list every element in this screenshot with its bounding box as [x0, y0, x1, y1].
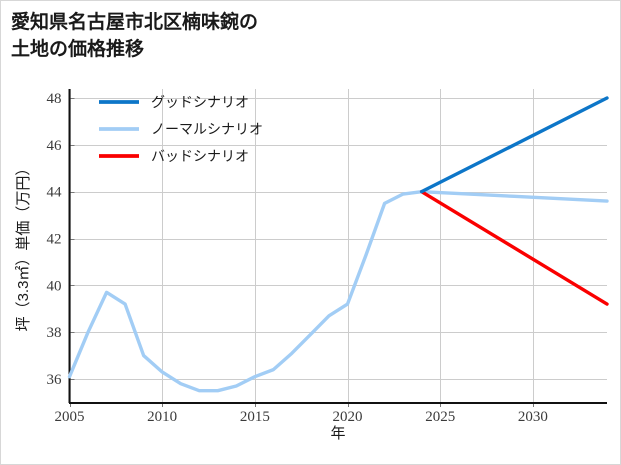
y-tick-label: 48: [47, 91, 62, 107]
x-axis-title: 年: [330, 425, 345, 442]
x-tick-label: 2005: [55, 409, 85, 425]
y-axis-title: 坪（3.3㎡）単価（万円）: [15, 161, 32, 332]
data-series: [67, 96, 609, 393]
y-tick-label: 44: [47, 185, 63, 201]
y-tick-label: 40: [47, 278, 62, 294]
x-tick-label: 2025: [425, 409, 455, 425]
x-tick-label: 2015: [240, 409, 270, 425]
y-tick-label: 46: [47, 138, 63, 154]
x-tick-label: 2030: [518, 409, 548, 425]
legend-label: グッドシナリオ: [151, 94, 249, 110]
y-tick-label: 36: [47, 372, 63, 388]
x-tick-label: 2010: [147, 409, 177, 425]
page-title: 愛知県名古屋市北区楠味鋺の 土地の価格推移: [11, 12, 259, 60]
series-line: [67, 189, 609, 393]
y-tick-labels: 36 38 40 42 44 46 48: [47, 91, 75, 388]
x-tick-label: 2020: [333, 409, 363, 425]
series-line: [419, 96, 609, 194]
y-tick-label: 42: [47, 232, 62, 248]
x-tick-labels: 2005 2010 2015 2020 2025 2030: [55, 409, 548, 425]
legend-label: ノーマルシナリオ: [151, 121, 263, 137]
y-tick-label: 38: [47, 325, 62, 341]
legend-label: バッドシナリオ: [151, 148, 249, 164]
series-line: [419, 189, 609, 306]
